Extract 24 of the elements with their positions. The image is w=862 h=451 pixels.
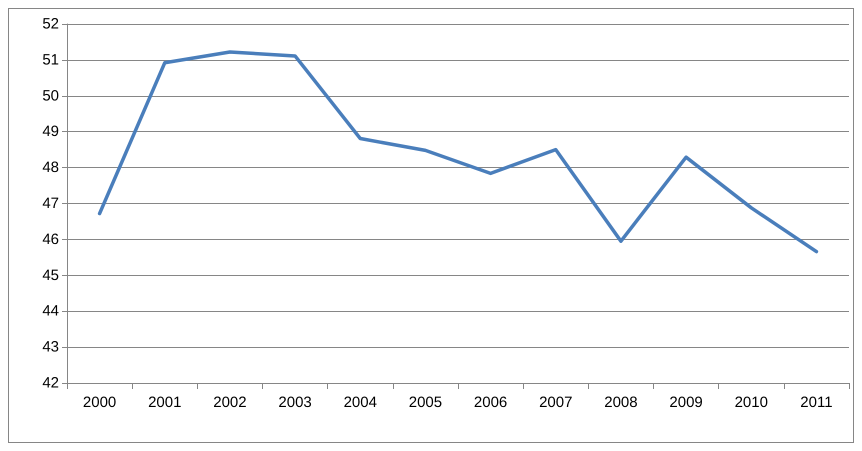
y-tick-label: 45 xyxy=(42,266,59,284)
x-tick-label: 2002 xyxy=(213,394,247,411)
y-tick-label: 49 xyxy=(42,123,59,140)
y-tick-label: 52 xyxy=(42,16,59,32)
y-tick-label: 42 xyxy=(42,374,59,392)
x-tick-label: 2006 xyxy=(474,394,508,411)
x-tick-label: 2000 xyxy=(82,394,116,411)
x-tick-label: 2011 xyxy=(800,394,833,411)
x-tick-label: 2010 xyxy=(734,394,768,411)
y-tick-label: 50 xyxy=(42,87,59,104)
x-tick-label: 2009 xyxy=(669,394,703,411)
line-series xyxy=(98,50,818,254)
y-tick-label: 47 xyxy=(42,195,59,212)
x-tick-label: 2005 xyxy=(408,394,442,411)
y-tick-label: 48 xyxy=(42,159,59,176)
x-tick-label: 2008 xyxy=(604,394,638,411)
x-tick-label: 2001 xyxy=(148,394,182,411)
y-tick-label: 44 xyxy=(42,302,59,320)
y-tick-label: 51 xyxy=(42,51,59,68)
y-tick-label: 43 xyxy=(42,338,59,356)
x-tick-label: 2007 xyxy=(539,394,572,411)
x-tick-label: 2003 xyxy=(278,394,312,411)
x-tick-label: 2004 xyxy=(344,394,377,411)
y-tick-label: 46 xyxy=(42,230,59,248)
